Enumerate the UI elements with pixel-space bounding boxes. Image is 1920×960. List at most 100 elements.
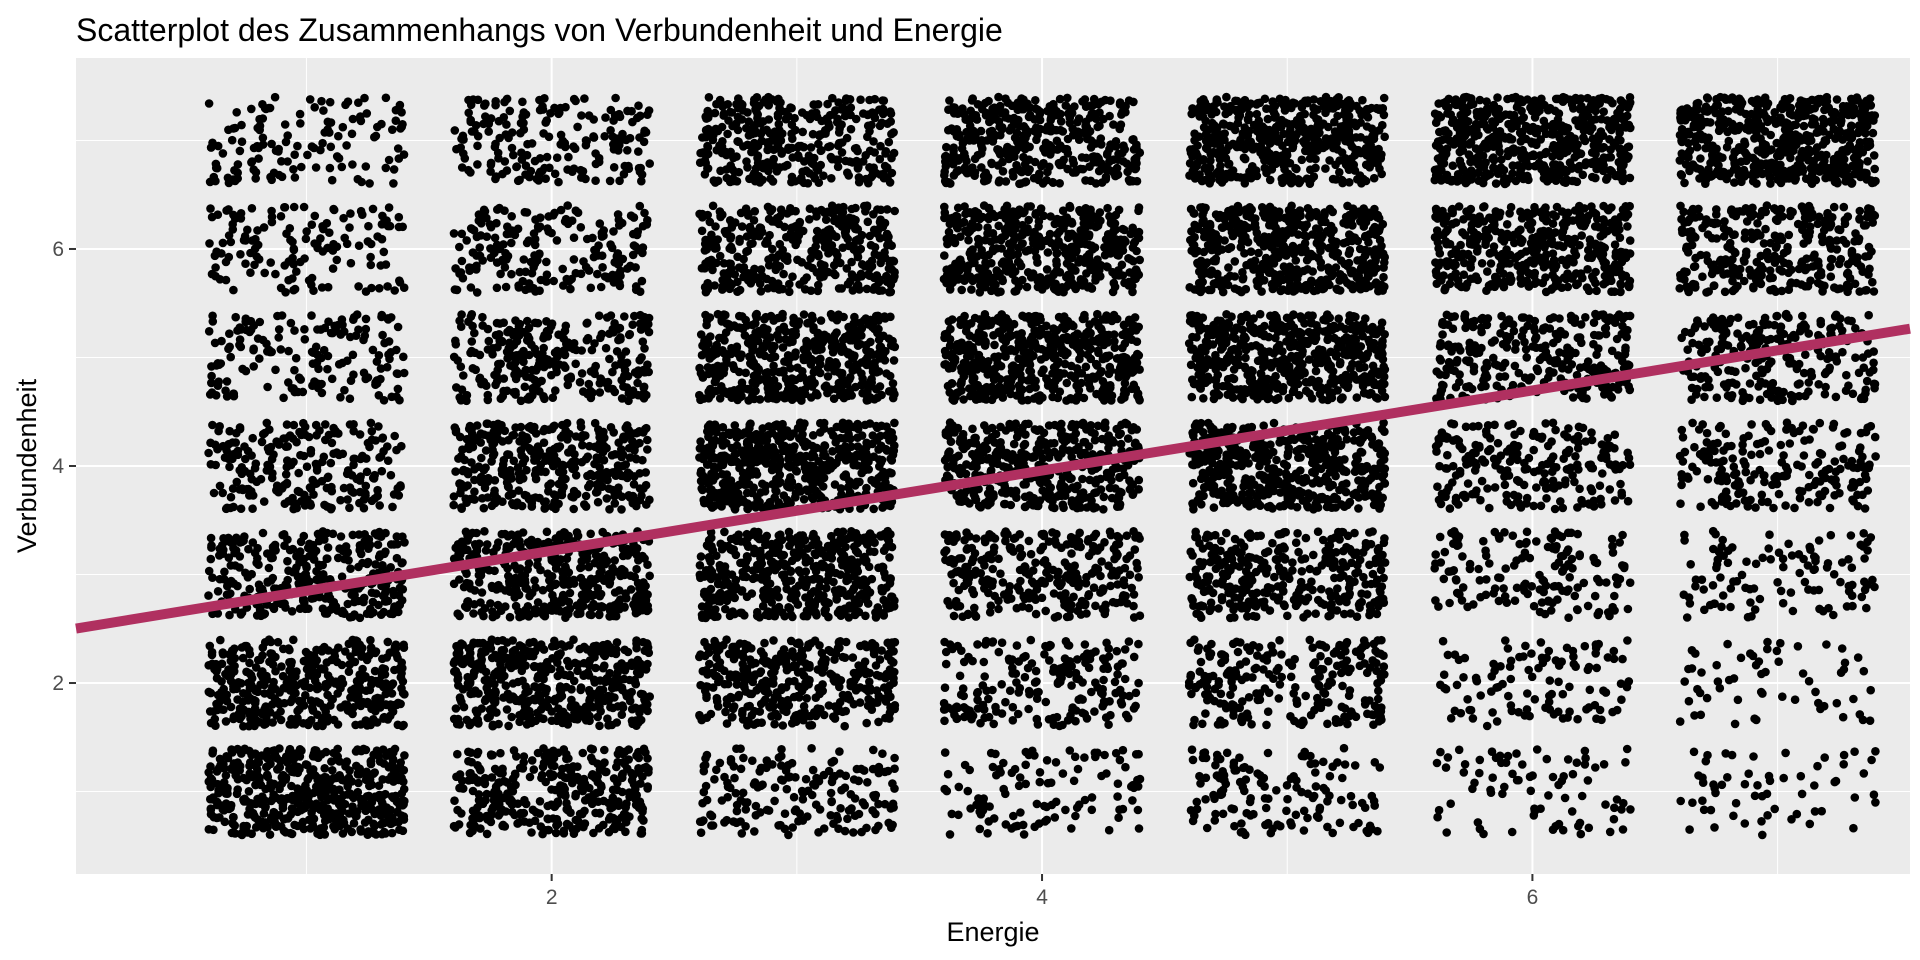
data-point xyxy=(290,749,300,758)
data-point xyxy=(280,599,289,608)
data-point xyxy=(275,784,284,794)
data-point xyxy=(999,758,1008,768)
data-point xyxy=(815,805,825,814)
data-point xyxy=(695,710,704,720)
data-point xyxy=(604,827,614,837)
data-point xyxy=(243,696,253,705)
data-point xyxy=(281,814,291,823)
data-point xyxy=(205,707,215,716)
data-point xyxy=(449,658,459,668)
data-point xyxy=(1762,789,1772,799)
data-point xyxy=(508,774,518,783)
data-point xyxy=(326,701,335,710)
data-point xyxy=(630,675,639,685)
data-point xyxy=(870,793,880,802)
data-point xyxy=(772,589,781,599)
data-point xyxy=(1229,804,1239,814)
data-point xyxy=(378,561,387,570)
data-point xyxy=(843,690,853,700)
data-point xyxy=(612,638,622,647)
data-point xyxy=(1263,707,1273,716)
data-point xyxy=(399,640,409,650)
data-point xyxy=(1723,773,1732,782)
data-point xyxy=(1026,635,1036,645)
data-point xyxy=(355,683,365,693)
data-point xyxy=(1113,779,1123,788)
data-point xyxy=(641,595,651,605)
data-point xyxy=(1199,748,1208,758)
data-point xyxy=(991,749,1000,759)
data-point xyxy=(580,670,589,679)
data-point xyxy=(335,785,344,794)
data-point xyxy=(323,554,332,563)
data-point xyxy=(1269,674,1278,683)
data-point xyxy=(1357,589,1366,598)
data-point xyxy=(641,581,650,591)
data-point xyxy=(1056,591,1065,600)
data-point xyxy=(578,748,588,758)
data-point xyxy=(1008,702,1018,712)
data-point xyxy=(1584,703,1594,712)
data-point xyxy=(1605,827,1615,837)
data-point xyxy=(1796,771,1806,781)
data-point xyxy=(770,783,780,792)
data-point xyxy=(1530,804,1539,813)
data-point xyxy=(1219,775,1228,784)
data-point xyxy=(224,553,234,562)
data-point xyxy=(525,772,535,782)
data-point xyxy=(1820,753,1829,762)
data-point xyxy=(212,699,221,709)
data-point xyxy=(204,661,213,670)
data-point xyxy=(1339,743,1349,753)
data-point xyxy=(356,543,365,552)
data-point xyxy=(1482,721,1492,731)
data-point xyxy=(1750,791,1760,801)
data-point xyxy=(304,773,313,783)
data-point xyxy=(317,716,327,726)
data-point xyxy=(221,717,231,726)
data-point xyxy=(963,786,973,796)
data-point xyxy=(705,659,714,669)
data-point xyxy=(1476,691,1485,700)
chart-title: Scatterplot des Zusammenhangs von Verbun… xyxy=(76,12,1003,48)
data-point xyxy=(343,548,353,557)
data-point xyxy=(1850,747,1859,756)
data-point xyxy=(824,570,834,580)
data-point xyxy=(1110,677,1120,687)
data-point xyxy=(1438,636,1448,646)
data-point xyxy=(640,646,650,655)
data-point xyxy=(804,680,813,689)
data-point xyxy=(398,663,407,673)
data-point xyxy=(1601,688,1611,697)
data-point xyxy=(1275,680,1285,689)
data-point xyxy=(474,719,483,728)
data-point xyxy=(1040,650,1049,659)
data-point xyxy=(1019,830,1029,839)
data-point xyxy=(1186,670,1196,680)
data-point xyxy=(462,603,472,612)
data-point xyxy=(1697,668,1706,677)
data-point xyxy=(1487,687,1496,696)
data-point xyxy=(1120,580,1129,590)
data-point xyxy=(571,701,580,710)
data-point xyxy=(1506,701,1516,710)
data-point xyxy=(1778,692,1787,701)
data-point xyxy=(611,611,621,621)
data-point xyxy=(1610,803,1619,813)
data-point xyxy=(1311,782,1321,791)
data-point xyxy=(1021,779,1030,789)
data-point xyxy=(737,829,747,838)
data-point xyxy=(1112,646,1122,656)
data-point xyxy=(358,664,367,674)
data-point xyxy=(1067,549,1076,558)
data-point xyxy=(371,830,381,839)
data-point xyxy=(1134,531,1143,541)
data-point xyxy=(807,744,816,753)
data-point xyxy=(741,687,751,696)
data-point xyxy=(1350,528,1359,538)
data-point xyxy=(1711,788,1720,798)
data-point xyxy=(258,792,267,801)
data-point xyxy=(520,570,530,580)
data-point xyxy=(779,550,789,560)
data-point xyxy=(1723,639,1732,649)
